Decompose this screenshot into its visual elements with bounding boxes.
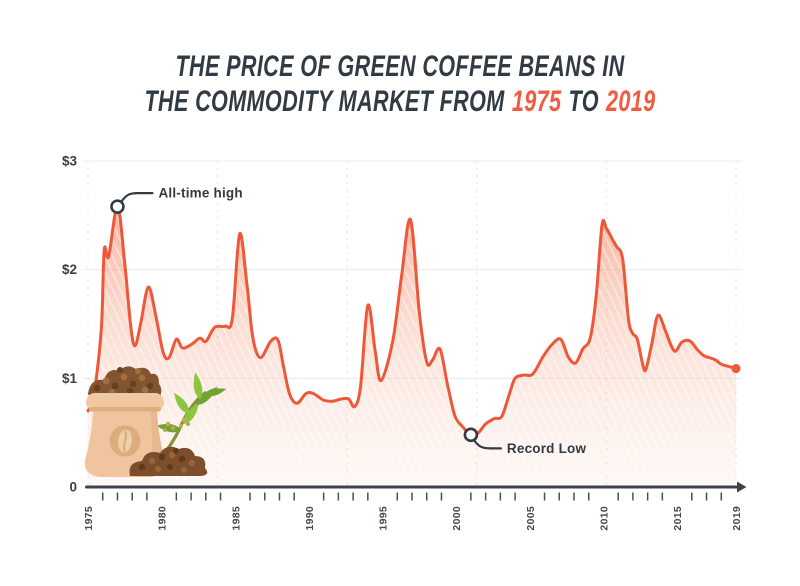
chart-title-line1: THE PRICE OF GREEN COFFEE BEANS IN	[175, 50, 625, 83]
coffee-beans-pile	[129, 446, 208, 476]
annotation-marker	[463, 427, 479, 443]
annotation-all-time-high: All-time high	[110, 186, 243, 214]
price-area-hatch	[88, 206, 736, 487]
chart-title-line2: THE COMMODITY MARKET FROM 1975 TO 2019	[112, 84, 688, 119]
x-axis-arrow-icon	[737, 481, 747, 493]
x-tick-label-1985: 1985	[230, 506, 242, 531]
price-line	[86, 205, 738, 437]
x-tick-label-1990: 1990	[304, 506, 316, 531]
annotation-marker	[110, 199, 125, 214]
end-point-dot	[731, 364, 741, 374]
y-tick-label: 0	[69, 480, 77, 495]
annotations: All-time high Record Low	[110, 186, 587, 456]
annotation-label: All-time high	[158, 186, 242, 201]
annotation-connector	[119, 192, 154, 204]
chart-title: THE PRICE OF GREEN COFFEE BEANS IN THE C…	[0, 49, 800, 119]
x-tick-label-2000: 2000	[451, 506, 463, 531]
x-tick-label-2010: 2010	[598, 506, 610, 531]
x-ticks	[101, 492, 723, 501]
x-tick-label-2015: 2015	[672, 506, 684, 531]
annotation-record-low: Record Low	[463, 427, 587, 456]
coffee-sack-illustration	[84, 366, 227, 477]
y-tick-label: $1	[62, 371, 78, 386]
coffee-beans-in-sack	[88, 366, 162, 397]
chart-title-line2-connector: TO	[568, 85, 599, 118]
y-tick-labels: $3 $2 $1 0	[62, 153, 78, 494]
x-tick-labels: 1975 1980 1985 1990 1995 2000 2005 2010 2015 2019	[83, 506, 743, 531]
chart-title-year-start: 1975	[511, 85, 562, 118]
annotation-connector	[472, 438, 503, 450]
coffee-berries	[162, 417, 191, 433]
x-tick-label-1995: 1995	[378, 506, 390, 531]
series-end-dot	[731, 364, 741, 374]
coffee-bean-emblem	[109, 425, 141, 457]
x-tick-label-2019: 2019	[731, 506, 743, 531]
x-tick-label-1980: 1980	[157, 506, 169, 531]
y-tick-label: $2	[62, 262, 77, 277]
chart-title-line2-prefix: THE COMMODITY MARKET FROM	[144, 85, 505, 118]
y-tick-label: $3	[62, 153, 78, 168]
annotation-label: Record Low	[507, 441, 587, 456]
chart-title-year-end: 2019	[606, 85, 656, 118]
x-tick-label-1975: 1975	[83, 506, 95, 531]
x-tick-label-2005: 2005	[525, 506, 537, 531]
